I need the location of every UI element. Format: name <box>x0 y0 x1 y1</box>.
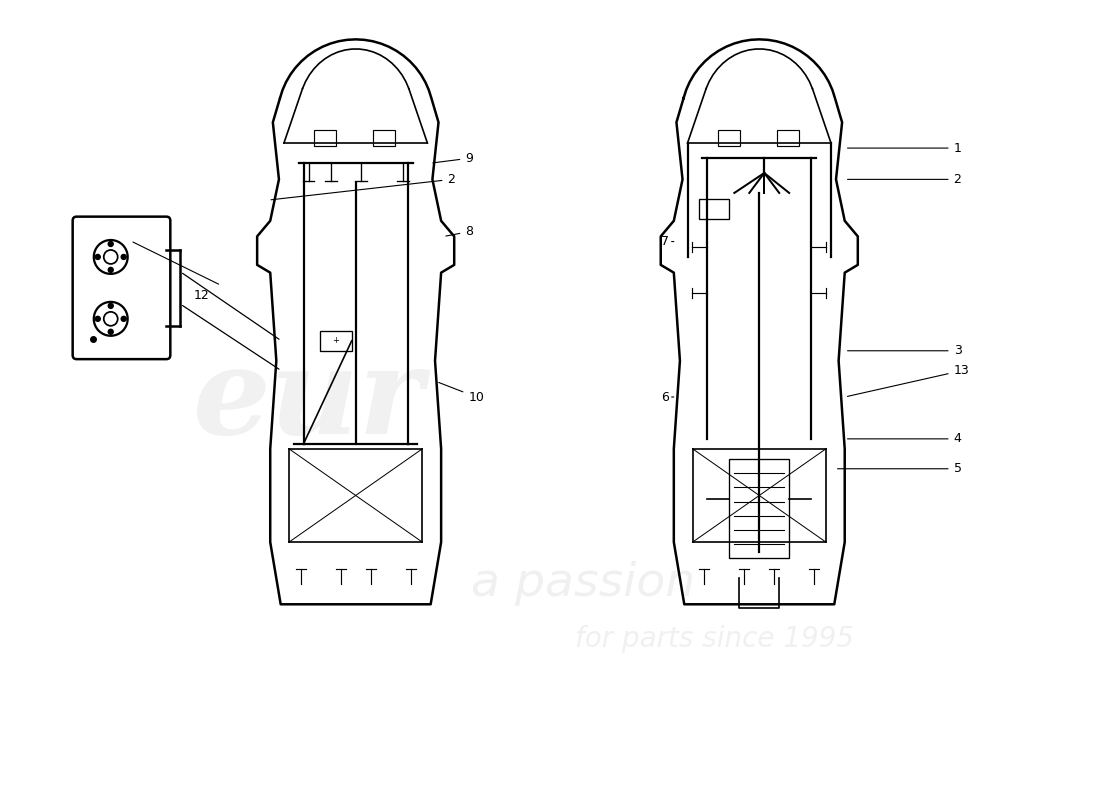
Bar <box>729 458 789 558</box>
Text: 7: 7 <box>661 235 674 248</box>
Circle shape <box>108 267 113 272</box>
Text: 8: 8 <box>446 225 473 238</box>
Text: for parts since 1995: for parts since 1995 <box>575 625 854 653</box>
Bar <box>718 130 740 146</box>
Circle shape <box>108 242 113 246</box>
Bar <box>373 130 395 146</box>
Bar <box>320 331 352 350</box>
Text: 1: 1 <box>847 142 961 154</box>
Text: a passion: a passion <box>471 561 695 606</box>
Circle shape <box>108 303 113 308</box>
Text: 6: 6 <box>661 390 674 403</box>
Text: 13: 13 <box>847 364 969 396</box>
Text: 12: 12 <box>194 289 209 302</box>
Text: 9: 9 <box>432 152 473 165</box>
Circle shape <box>121 316 126 322</box>
Text: 4: 4 <box>847 432 961 446</box>
Text: 3: 3 <box>847 344 961 358</box>
Circle shape <box>96 254 100 259</box>
Text: 5: 5 <box>837 462 961 475</box>
Text: eur: eur <box>194 341 425 459</box>
Circle shape <box>108 330 113 334</box>
Bar <box>777 130 799 146</box>
Circle shape <box>121 254 126 259</box>
Circle shape <box>96 316 100 322</box>
Text: 2: 2 <box>271 173 455 200</box>
Bar <box>700 199 729 219</box>
Text: 10: 10 <box>439 382 484 403</box>
Bar <box>315 130 337 146</box>
Text: 2: 2 <box>847 173 961 186</box>
Text: +: + <box>332 336 339 346</box>
